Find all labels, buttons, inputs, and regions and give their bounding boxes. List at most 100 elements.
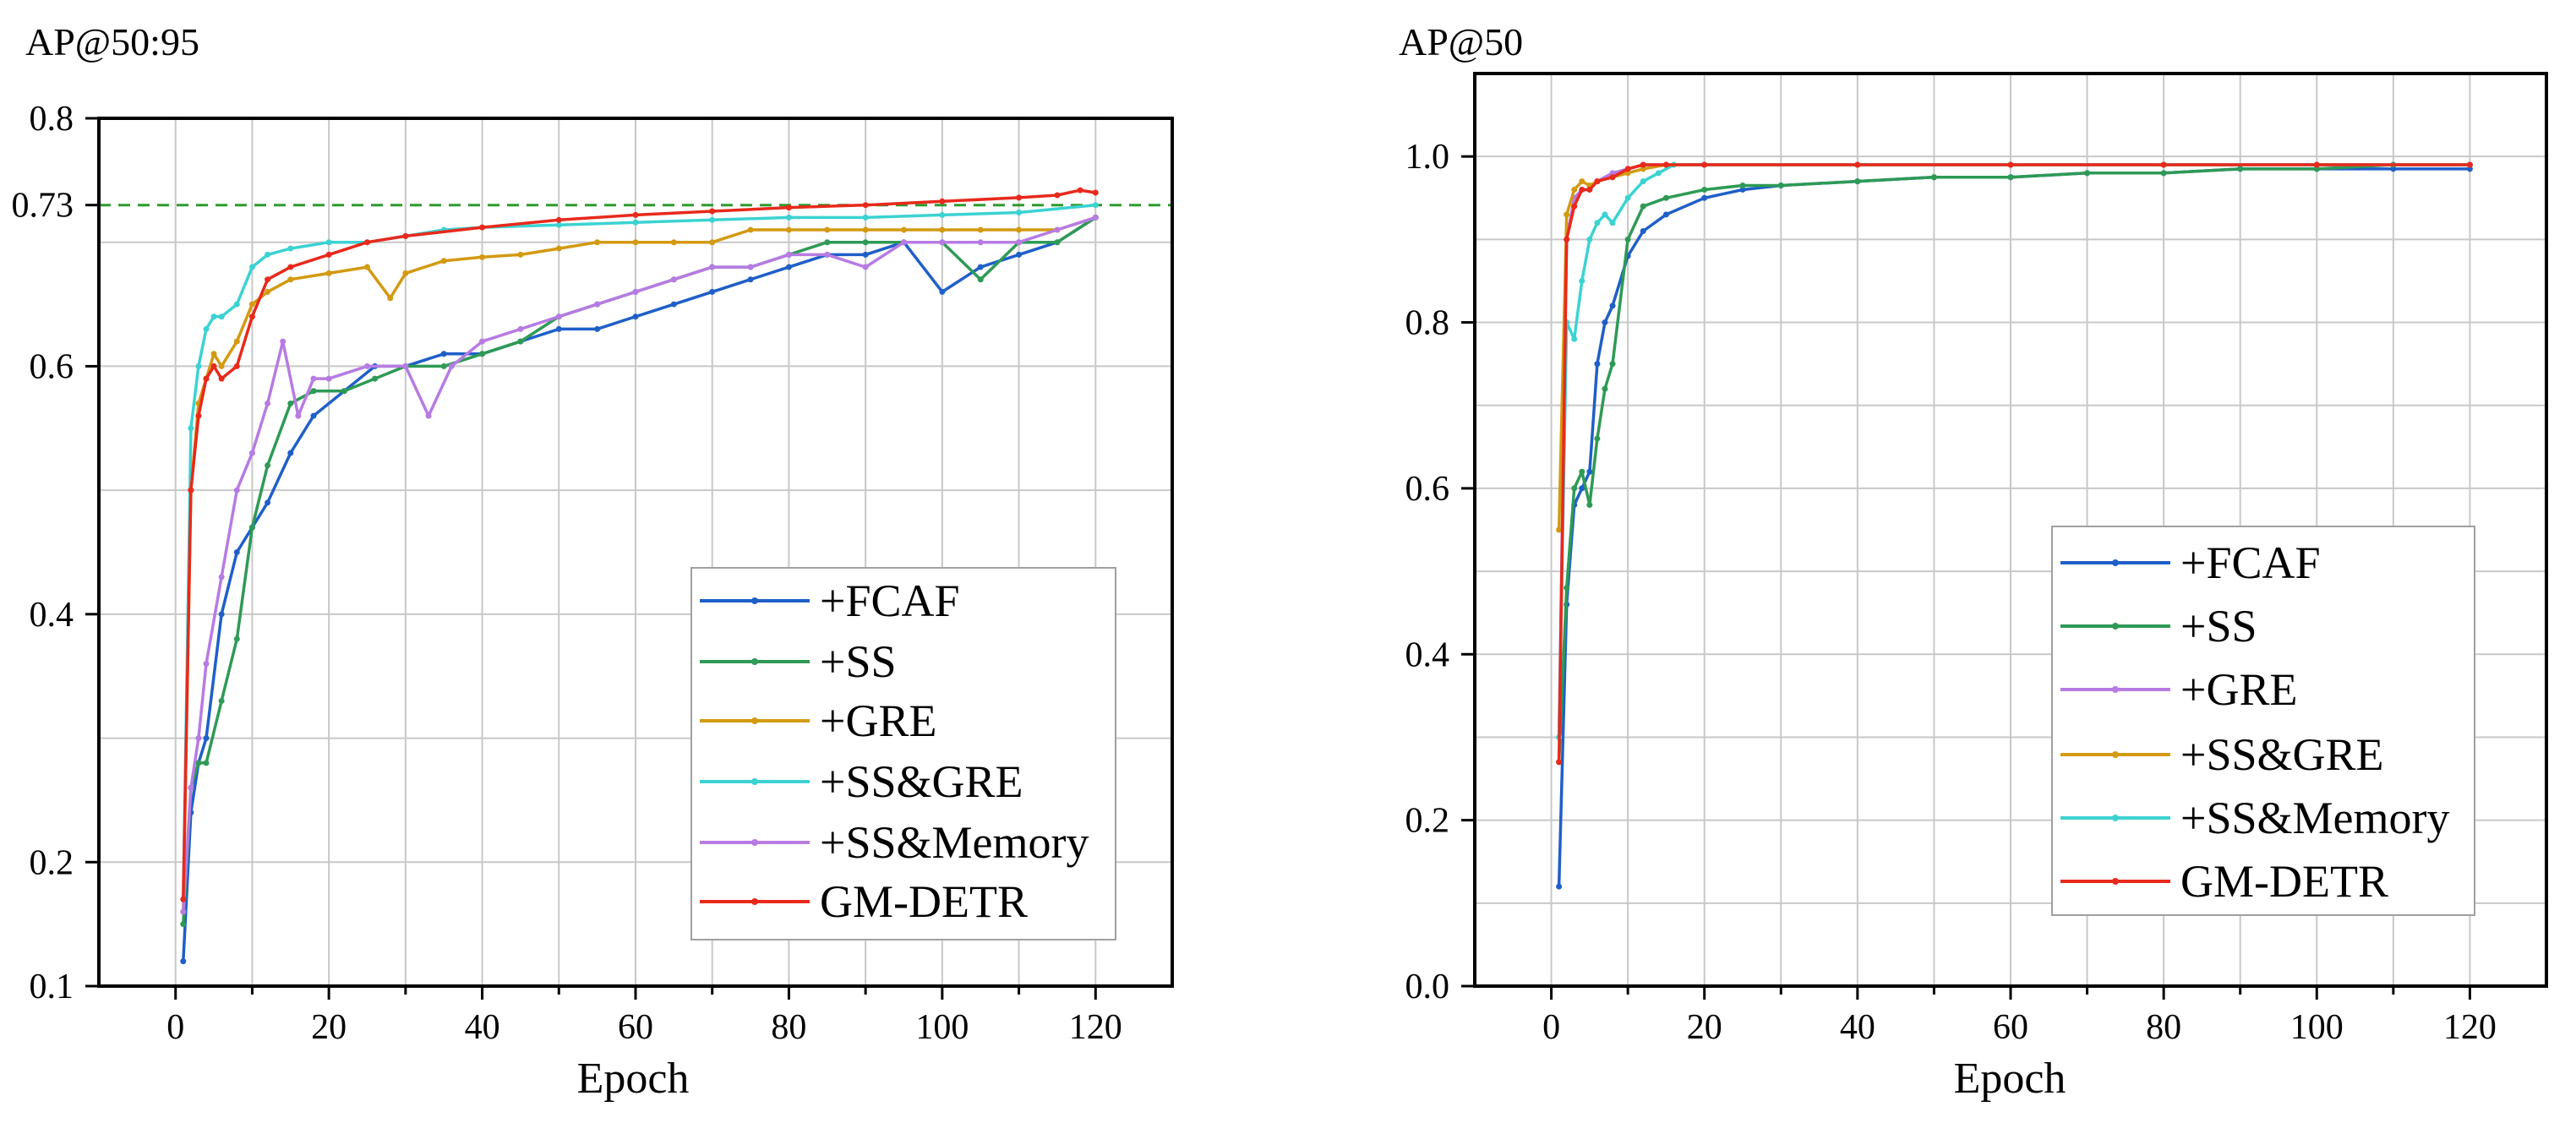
data-point-ss-memory bbox=[1571, 335, 1578, 342]
legend-item-gm-detr: GM-DETR bbox=[2060, 856, 2388, 907]
x-tick-label: 40 bbox=[465, 1008, 500, 1047]
data-point-gm-detr bbox=[1594, 178, 1601, 185]
data-point-gre bbox=[862, 226, 869, 233]
data-point-fcaf bbox=[747, 276, 754, 283]
legend-item-ss-memory: +SS&Memory bbox=[2060, 793, 2450, 843]
data-point-ss-gre bbox=[325, 239, 332, 246]
data-point-gre bbox=[632, 239, 639, 246]
data-point-gre bbox=[594, 239, 601, 246]
data-point-gm-detr bbox=[210, 363, 217, 369]
data-point-gm-detr bbox=[218, 375, 225, 382]
data-point-ss bbox=[2237, 166, 2244, 172]
legend-label-ss-memory: +SS&Memory bbox=[2180, 793, 2450, 843]
data-point-ss-gre bbox=[287, 245, 294, 252]
data-point-fcaf bbox=[2466, 166, 2473, 172]
data-point-ss-memory bbox=[295, 412, 302, 419]
legend-marker-gm-detr bbox=[751, 898, 758, 905]
data-point-gm-detr bbox=[287, 264, 294, 270]
data-point-gm-detr bbox=[2160, 161, 2167, 168]
data-point-gm-detr bbox=[1586, 186, 1593, 193]
legend-marker-gre bbox=[2112, 686, 2119, 693]
data-point-gm-detr bbox=[555, 216, 562, 223]
data-point-gm-detr bbox=[248, 313, 255, 320]
data-point-fcaf bbox=[594, 325, 601, 332]
data-point-gre bbox=[939, 226, 946, 233]
data-point-gre bbox=[265, 288, 271, 295]
data-point-gm-detr bbox=[2313, 161, 2320, 168]
x-tick-label: 40 bbox=[1840, 1008, 1875, 1047]
series-line-gm-detr bbox=[1557, 163, 2470, 762]
y-tick-label: 0.6 bbox=[30, 347, 74, 386]
data-point-gm-detr bbox=[325, 251, 332, 258]
data-point-ss-memory bbox=[265, 400, 271, 406]
legend-label-ss-gre: +SS&GRE bbox=[820, 756, 1023, 807]
data-point-gm-detr bbox=[203, 375, 210, 382]
data-point-gm-detr bbox=[364, 239, 370, 246]
legend-marker-gre bbox=[751, 717, 758, 724]
data-point-ss bbox=[195, 760, 202, 766]
data-point-ss-gre bbox=[203, 325, 210, 332]
data-point-ss-gre bbox=[785, 214, 792, 221]
data-point-ss bbox=[517, 338, 524, 345]
x-tick-label: 80 bbox=[771, 1008, 806, 1047]
data-point-fcaf bbox=[440, 351, 447, 357]
data-point-ss bbox=[180, 921, 187, 928]
legend-label-ss: +SS bbox=[820, 636, 897, 687]
legend-marker-ss bbox=[751, 658, 758, 665]
x-tick-label: 60 bbox=[618, 1008, 653, 1047]
legend-item-ss-gre: +SS&GRE bbox=[700, 756, 1023, 807]
legend-item-ss: +SS bbox=[2060, 601, 2257, 651]
data-point-fcaf bbox=[977, 264, 984, 270]
data-point-ss-memory bbox=[203, 661, 210, 668]
legend-marker-ss bbox=[2112, 623, 2119, 630]
x-tick-label: 20 bbox=[311, 1008, 347, 1047]
data-point-fcaf bbox=[203, 735, 210, 742]
data-point-gm-detr bbox=[1662, 161, 1669, 168]
data-point-gm-detr bbox=[2466, 161, 2473, 168]
data-point-ss bbox=[1579, 468, 1585, 475]
data-point-fcaf bbox=[1739, 186, 1746, 193]
data-point-ss-memory bbox=[1092, 214, 1099, 221]
data-point-gre bbox=[287, 276, 294, 283]
data-point-ss-memory bbox=[233, 487, 240, 493]
y-tick-label: 0.2 bbox=[30, 843, 74, 882]
data-point-ss-gre bbox=[1016, 210, 1023, 216]
data-point-gm-detr bbox=[1077, 187, 1083, 194]
data-point-fcaf bbox=[218, 611, 225, 618]
data-point-ss-memory bbox=[248, 450, 255, 456]
data-point-ss bbox=[1854, 178, 1861, 185]
data-point-gm-detr bbox=[195, 412, 202, 419]
legend-item-gm-detr: GM-DETR bbox=[700, 876, 1028, 927]
data-point-ss bbox=[287, 400, 294, 406]
data-point-ss-memory bbox=[1016, 239, 1023, 246]
data-point-ss-gre bbox=[939, 211, 946, 218]
legend: +FCAF +SS +GRE +SS&GRE +SS&Memory GM-DET… bbox=[690, 567, 1116, 940]
legend-item-fcaf: +FCAF bbox=[2060, 537, 2321, 588]
data-point-ss bbox=[2160, 170, 2167, 177]
data-point-gre bbox=[1609, 170, 1616, 177]
legend-item-gre: +GRE bbox=[2060, 664, 2297, 715]
legend-marker-gm-detr bbox=[2112, 878, 2119, 885]
data-point-ss-gre bbox=[632, 219, 639, 226]
x-tick-label: 80 bbox=[2146, 1008, 2181, 1047]
data-point-gm-detr bbox=[1609, 174, 1616, 181]
data-point-ss bbox=[265, 462, 271, 469]
legend-label-gm-detr: GM-DETR bbox=[2180, 856, 2388, 907]
data-point-fcaf bbox=[1662, 211, 1669, 218]
data-point-ss bbox=[1739, 183, 1746, 189]
data-point-ss-memory bbox=[1054, 226, 1061, 233]
series-group bbox=[180, 187, 1099, 965]
y-tick-label: 0.6 bbox=[1405, 470, 1450, 509]
data-point-gm-detr bbox=[1701, 161, 1708, 168]
data-point-gm-detr bbox=[188, 487, 194, 493]
data-point-ss bbox=[1662, 194, 1669, 201]
data-point-ss bbox=[1609, 361, 1616, 368]
legend-item-gre: +GRE bbox=[700, 695, 936, 746]
data-point-ss-memory bbox=[425, 412, 432, 419]
legend-item-ss: +SS bbox=[700, 636, 897, 687]
data-point-fcaf bbox=[632, 313, 639, 320]
data-point-ss-memory bbox=[1602, 211, 1608, 218]
data-point-ss-memory bbox=[1640, 178, 1646, 185]
data-point-fcaf bbox=[670, 301, 677, 308]
